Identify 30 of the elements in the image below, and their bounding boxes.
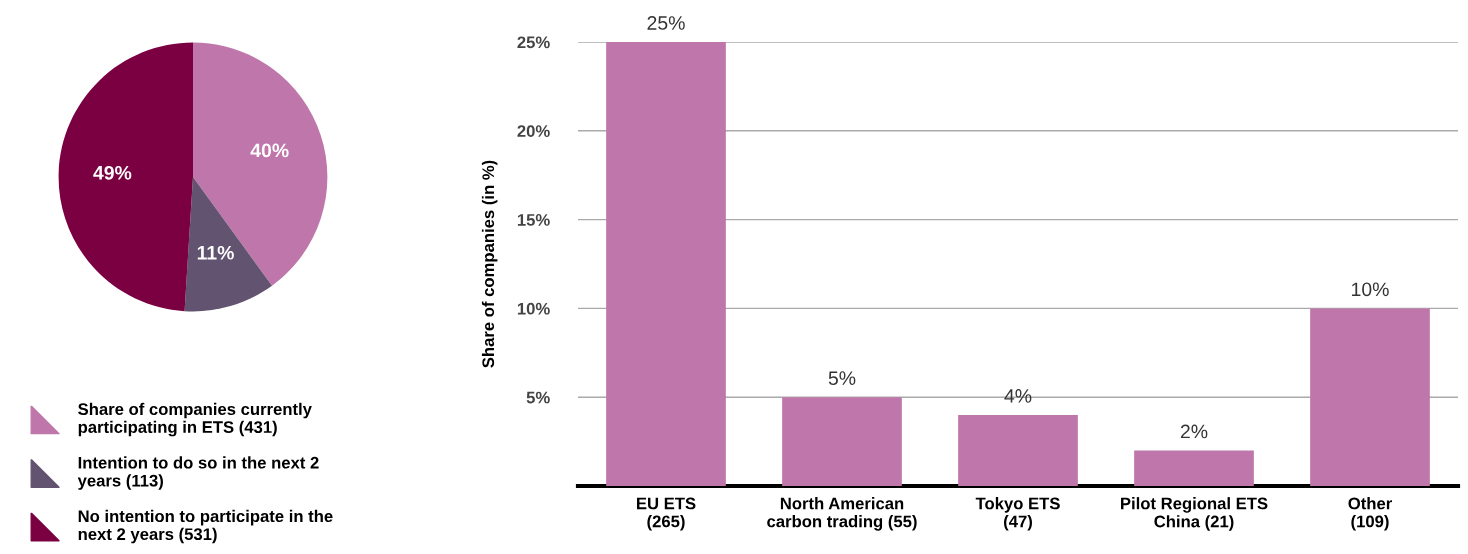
y-tick-label: 5% bbox=[526, 391, 550, 404]
data-label: 49% bbox=[93, 165, 132, 180]
legend-label: Share of companies currently participating in ETS (431) bbox=[78, 402, 312, 437]
bar bbox=[1310, 308, 1430, 486]
legend-label: Intention to do so in the next 2 years (113) bbox=[77, 456, 319, 490]
bar bbox=[606, 42, 726, 486]
y-tick-label: 25% bbox=[517, 36, 550, 49]
data-label: 2% bbox=[1180, 424, 1208, 439]
bar bbox=[1134, 450, 1254, 486]
bar bbox=[958, 414, 1078, 486]
data-label: 5% bbox=[828, 371, 856, 386]
x-tick-label: EU ETS (265) bbox=[637, 497, 696, 531]
x-tick-label: Tokyo ETS (47) bbox=[975, 497, 1060, 531]
pie-slice bbox=[58, 42, 193, 312]
data-label: 25% bbox=[647, 16, 685, 30]
x-tick-label: North American carbon trading (55) bbox=[767, 497, 917, 531]
pie-slice bbox=[184, 177, 272, 312]
data-label: 11% bbox=[197, 245, 234, 260]
data-label: 10% bbox=[1352, 282, 1389, 297]
y-tick-label: 20% bbox=[517, 125, 550, 137]
bar bbox=[782, 397, 902, 486]
legend-label: No intention to participate in the next 2 years (531) bbox=[78, 509, 333, 544]
data-label: 40% bbox=[250, 143, 289, 158]
pie-slice bbox=[193, 42, 328, 286]
x-tick-label: Pilot Regional ETS China (21) bbox=[1121, 497, 1268, 531]
data-label: 4% bbox=[1004, 389, 1032, 403]
y-tick-label: 10% bbox=[517, 302, 550, 315]
y-axis-title: Share of companies (in %) bbox=[481, 160, 498, 368]
x-tick-label: Other (109) bbox=[1348, 497, 1392, 531]
y-tick-label: 15% bbox=[517, 214, 550, 226]
